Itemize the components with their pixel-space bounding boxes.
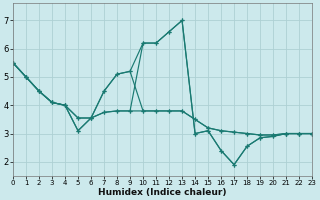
X-axis label: Humidex (Indice chaleur): Humidex (Indice chaleur) xyxy=(98,188,227,197)
